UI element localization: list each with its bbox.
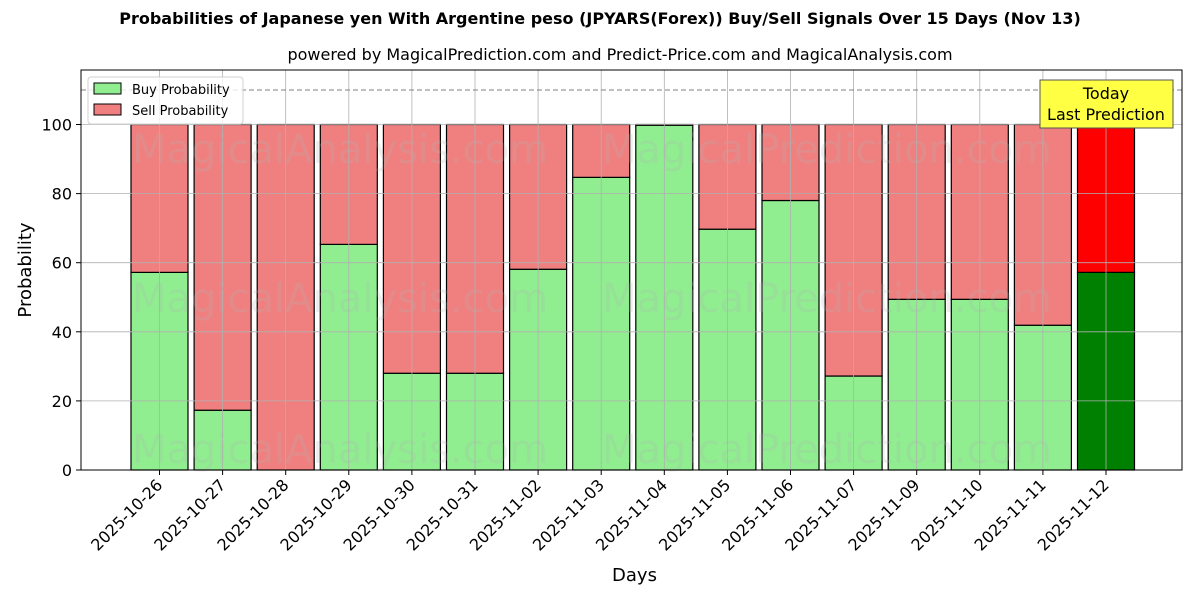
watermark: MagicalAnalysis.com xyxy=(132,427,548,473)
annotation-line-1: Today xyxy=(1082,84,1129,103)
legend-swatch-buy xyxy=(93,82,122,95)
chart-title: Probabilities of Japanese yen With Argen… xyxy=(119,9,1081,28)
watermark: MagicalPrediction.com xyxy=(602,276,1052,322)
legend-box xyxy=(87,76,244,125)
y-tick-label: 40 xyxy=(52,323,72,342)
axes-frame xyxy=(80,69,1183,471)
watermark: MagicalPrediction.com xyxy=(602,427,1052,473)
x-axis-label: Days xyxy=(612,565,657,586)
today-annotation: Today Last Prediction xyxy=(1039,79,1174,129)
y-tick-label: 60 xyxy=(52,254,72,273)
legend-label-sell: Sell Probability xyxy=(132,104,229,119)
watermark: MagicalPrediction.com xyxy=(602,127,1052,173)
y-tick-label: 0 xyxy=(62,461,72,480)
y-tick-label: 100 xyxy=(41,116,72,135)
chart-subtitle: powered by MagicalPrediction.com and Pre… xyxy=(287,45,953,64)
annotation-box xyxy=(1039,79,1174,129)
y-axis-label: Probability xyxy=(15,222,36,317)
legend: Buy Probability Sell Probability xyxy=(87,76,244,125)
annotation-line-2: Last Prediction xyxy=(1047,105,1165,124)
y-tick-label: 20 xyxy=(52,392,72,411)
legend-label-buy: Buy Probability xyxy=(132,83,230,98)
overlay: MagicalAnalysis.com MagicalPrediction.com… xyxy=(81,70,1182,473)
watermark: MagicalAnalysis.com xyxy=(132,276,548,322)
legend-swatch-sell xyxy=(93,103,122,116)
y-tick-label: 80 xyxy=(52,185,72,204)
watermark: MagicalAnalysis.com xyxy=(132,127,548,173)
